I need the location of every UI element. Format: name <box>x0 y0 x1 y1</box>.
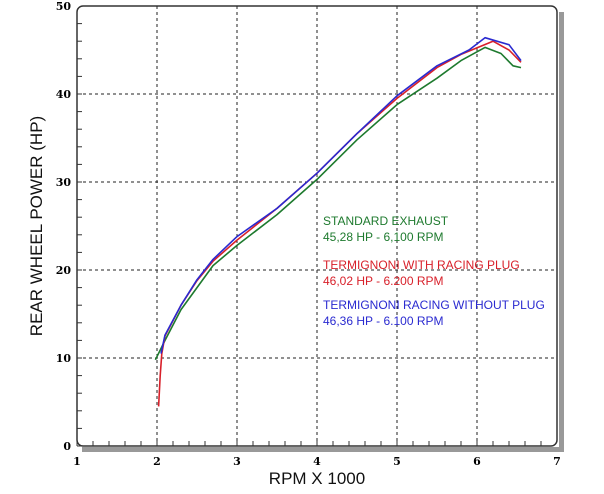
y-tick-label: 0 <box>63 440 71 453</box>
plot-shadow <box>82 12 564 452</box>
x-axis-label: RPM X 1000 <box>269 469 365 488</box>
series-line-0 <box>154 46 522 361</box>
series-line-2 <box>160 36 522 354</box>
series-lines <box>154 36 522 407</box>
grid <box>77 6 557 446</box>
y-axis-label: REAR WHEEL POWER (HP) <box>27 116 46 336</box>
x-tick-label: 4 <box>313 455 321 468</box>
legend-noplug-note: 46,36 HP - 6.100 RPM <box>323 314 444 328</box>
x-tick-label: 3 <box>233 455 241 468</box>
legend-standard-name: STANDARD EXHAUST <box>323 214 449 228</box>
legend-noplug-name: TERMIGNONI RACING WITHOUT PLUG <box>323 298 545 312</box>
x-tick-label: 7 <box>553 455 561 468</box>
y-tick-label: 10 <box>56 352 72 365</box>
ticks: 1 2 3 4 5 6 7 0 10 20 30 40 50 <box>56 0 561 468</box>
x-tick-label: 2 <box>153 455 161 468</box>
y-tick-label: 40 <box>56 88 72 101</box>
y-tick-label: 30 <box>56 176 72 189</box>
legend-plug-note: 46,02 HP - 6.200 RPM <box>323 274 444 288</box>
y-tick-label: 20 <box>56 264 72 277</box>
legend-plug-name: TERMIGNONI WITH RACING PLUG <box>323 258 520 272</box>
x-tick-label: 5 <box>393 455 401 468</box>
x-tick-label: 6 <box>473 455 481 468</box>
y-tick-label: 50 <box>56 0 72 13</box>
x-tick-label: 1 <box>73 455 81 468</box>
legend-standard-note: 45,28 HP - 6,100 RPM <box>323 230 444 244</box>
legend: STANDARD EXHAUST 45,28 HP - 6,100 RPM TE… <box>323 214 545 328</box>
